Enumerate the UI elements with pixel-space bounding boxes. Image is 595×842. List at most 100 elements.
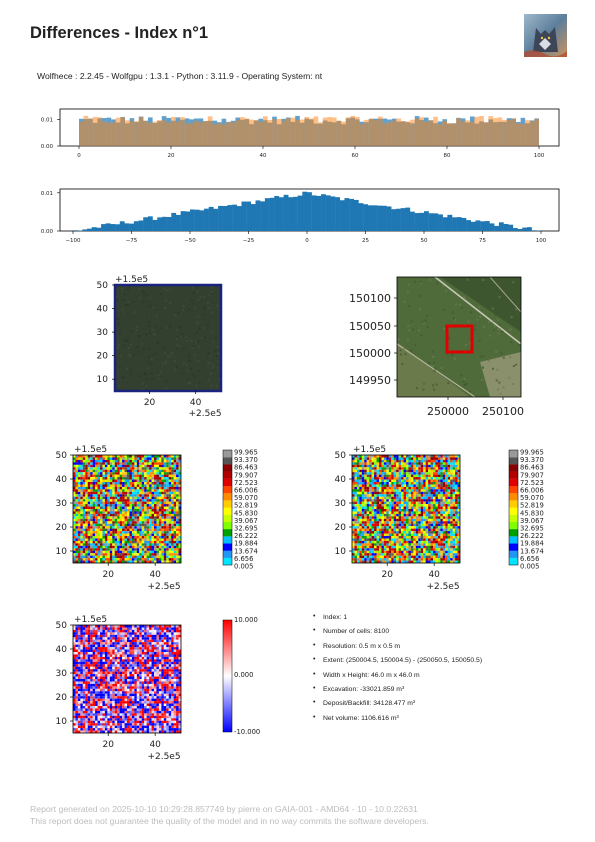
raster-cell bbox=[75, 627, 78, 630]
raster-cell bbox=[168, 482, 172, 485]
raster-cell bbox=[435, 459, 438, 463]
raster-cell bbox=[425, 531, 429, 534]
raster-cell bbox=[141, 637, 145, 640]
raster-cell bbox=[391, 518, 394, 522]
raster-cell bbox=[124, 560, 128, 564]
raster-cell bbox=[354, 543, 357, 546]
raster-cell bbox=[420, 474, 424, 478]
raster-cell bbox=[124, 518, 128, 522]
raster-cell bbox=[450, 506, 453, 510]
raster-cell bbox=[141, 462, 145, 465]
raster-cell bbox=[77, 499, 81, 502]
raster-cell bbox=[423, 531, 426, 534]
raster-cell bbox=[354, 469, 357, 473]
raster-cell bbox=[386, 494, 389, 497]
raster-cell bbox=[122, 548, 125, 551]
raster-cell bbox=[166, 634, 169, 638]
histogram-bar-series-2 bbox=[364, 119, 369, 146]
raster-cell bbox=[77, 637, 81, 640]
raster-cell bbox=[144, 560, 147, 564]
raster-cell bbox=[119, 477, 123, 480]
raster-cell bbox=[359, 457, 362, 460]
raster-cell bbox=[97, 464, 101, 468]
raster-cell bbox=[127, 540, 130, 544]
raster-cell bbox=[134, 521, 137, 524]
raster-cell bbox=[440, 526, 443, 529]
raster-cell bbox=[146, 509, 150, 512]
raster-cell bbox=[102, 545, 105, 549]
raster-cell bbox=[398, 509, 402, 512]
raster-cell bbox=[408, 540, 411, 544]
raster-cell bbox=[428, 472, 431, 475]
raster-cell bbox=[102, 518, 105, 522]
raster-cell bbox=[73, 486, 76, 490]
raster-cell bbox=[114, 484, 118, 487]
raster-cell bbox=[415, 553, 419, 556]
raster-cell bbox=[92, 496, 96, 500]
raster-cell bbox=[127, 634, 130, 638]
raster-cell bbox=[80, 513, 83, 517]
raster-cell bbox=[425, 504, 429, 507]
raster-cell bbox=[371, 501, 375, 505]
raster-cell bbox=[457, 499, 461, 502]
y-tick-label: 20 bbox=[335, 523, 347, 533]
raster-cell bbox=[388, 509, 392, 512]
histogram-bar bbox=[311, 195, 317, 231]
raster-cell bbox=[364, 545, 367, 549]
raster-cell bbox=[356, 477, 360, 480]
raster-cell bbox=[97, 511, 101, 514]
raster-cell bbox=[413, 511, 416, 514]
raster-cell bbox=[129, 540, 132, 544]
raster-cell bbox=[144, 455, 147, 458]
raster-cell bbox=[131, 457, 135, 460]
raster-cell bbox=[112, 489, 115, 492]
raster-cell bbox=[82, 625, 86, 628]
x-tick-label: 0 bbox=[77, 153, 81, 159]
raster-cell bbox=[374, 472, 377, 475]
raster-cell bbox=[129, 533, 132, 537]
raster-cell bbox=[428, 469, 431, 473]
raster-cell bbox=[445, 538, 448, 541]
raster-cell bbox=[418, 511, 421, 514]
raster-cell bbox=[393, 472, 397, 475]
raster-cell bbox=[97, 484, 101, 487]
raster-cell bbox=[450, 540, 453, 544]
raster-cell bbox=[77, 486, 81, 490]
raster-cell bbox=[361, 540, 365, 544]
raster-cell bbox=[80, 469, 83, 473]
raster-cell bbox=[379, 555, 382, 559]
raster-cell bbox=[364, 474, 367, 478]
histogram-bar bbox=[152, 219, 158, 231]
raster-cell bbox=[80, 548, 83, 551]
raster-cell bbox=[445, 528, 448, 532]
raster-cell bbox=[154, 459, 157, 463]
raster-cell bbox=[393, 521, 397, 524]
raster-cell bbox=[408, 553, 411, 556]
raster-cell bbox=[107, 536, 110, 539]
raster-cell bbox=[134, 489, 137, 492]
raster-cell bbox=[379, 558, 382, 561]
raster-cell bbox=[423, 509, 426, 512]
raster-cell bbox=[176, 504, 179, 507]
texture-dot bbox=[434, 388, 437, 391]
raster-cell bbox=[442, 558, 446, 561]
raster-cell bbox=[455, 548, 458, 551]
raster-cell bbox=[139, 459, 142, 463]
raster-cell bbox=[356, 484, 360, 487]
raster-cell bbox=[403, 560, 407, 564]
raster-cell bbox=[102, 629, 105, 633]
raster-cell bbox=[122, 494, 125, 497]
raster-cell bbox=[420, 469, 424, 473]
raster-cell bbox=[102, 540, 105, 544]
raster-cell bbox=[415, 555, 419, 559]
raster-cell bbox=[455, 511, 458, 514]
raster-cell bbox=[354, 491, 357, 495]
raster-cell bbox=[122, 474, 125, 478]
raster-cell bbox=[371, 499, 375, 502]
raster-cell bbox=[457, 489, 461, 492]
raster-cell bbox=[428, 543, 431, 546]
raster-cell bbox=[352, 548, 355, 551]
histogram-bar bbox=[213, 208, 219, 231]
histogram-bar bbox=[96, 227, 102, 231]
raster-cell bbox=[131, 550, 135, 554]
